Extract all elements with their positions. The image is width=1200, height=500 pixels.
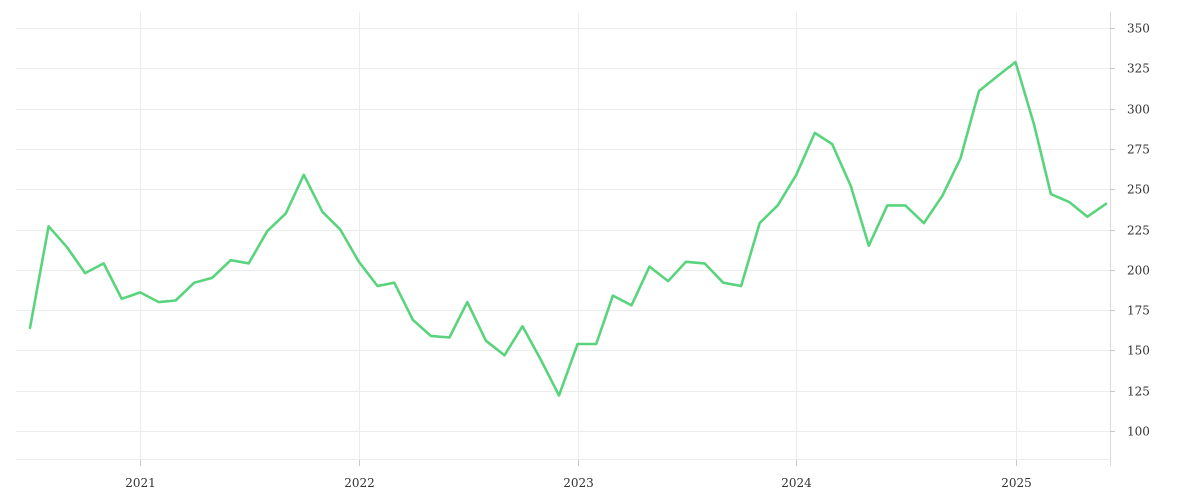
x-tick-label: 2023 [563, 476, 594, 490]
y-tick-label: 125 [1127, 385, 1150, 399]
y-tick-label: 225 [1127, 224, 1150, 238]
y-tick-label: 275 [1127, 143, 1150, 157]
y-tick-label: 250 [1127, 183, 1150, 197]
y-tick-label: 350 [1127, 22, 1150, 36]
y-tick-label: 100 [1127, 425, 1150, 439]
y-tick-label: 175 [1127, 304, 1150, 318]
y-tick-label: 200 [1127, 264, 1150, 278]
series-layer [28, 60, 1108, 397]
y-tick-label: 150 [1127, 344, 1150, 358]
x-axis-ticks: 2021 2022 2023 2024 2025 [125, 460, 1032, 490]
x-tick-label: 2024 [781, 476, 812, 490]
vertical-gridlines [140, 12, 1017, 466]
y-axis-ticks: 100 125 150 175 200 225 250 275 300 325 350 [1110, 22, 1150, 439]
y-tick-label: 300 [1127, 103, 1150, 117]
x-tick-label: 2021 [125, 476, 156, 490]
x-tick-label: 2025 [1001, 476, 1032, 490]
x-tick-label: 2022 [344, 476, 375, 490]
series-line [28, 60, 1108, 397]
y-tick-label: 325 [1127, 62, 1150, 76]
horizontal-gridlines [16, 28, 1110, 460]
